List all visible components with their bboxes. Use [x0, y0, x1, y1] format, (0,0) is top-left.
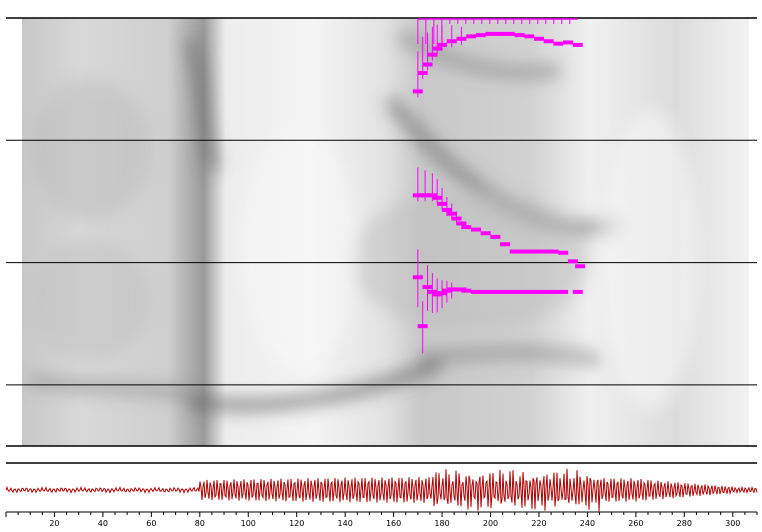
- track-point: [427, 52, 438, 57]
- track-point: [480, 289, 491, 294]
- track-point: [538, 289, 549, 294]
- track-point: [461, 225, 472, 230]
- track-point: [417, 71, 428, 76]
- waveform-trace: [5, 468, 758, 512]
- track-point: [470, 289, 481, 294]
- track-point: [446, 39, 457, 44]
- track-point: [495, 31, 506, 36]
- axis-tick-label: 60: [146, 519, 156, 528]
- track-point: [514, 33, 525, 38]
- track-point: [490, 234, 501, 239]
- formant-track-3: [412, 249, 583, 354]
- track-point: [437, 291, 448, 296]
- spectrogram-shading: [28, 29, 700, 413]
- axis-tick-label: 200: [483, 519, 498, 528]
- axis-tick-label: 160: [386, 519, 401, 528]
- track-point: [412, 89, 423, 94]
- axis-tick-label: 40: [98, 519, 108, 528]
- track-point: [548, 249, 559, 254]
- track-point: [427, 289, 438, 294]
- axis-tick-label: 260: [628, 519, 643, 528]
- track-point: [432, 46, 443, 51]
- track-point: [461, 288, 472, 293]
- track-point: [417, 324, 428, 329]
- track-point: [412, 193, 423, 198]
- track-point: [500, 242, 511, 247]
- track-point: [553, 41, 564, 46]
- track-point: [509, 249, 520, 254]
- track-point: [558, 250, 569, 255]
- track-top-comb: [417, 18, 578, 44]
- track-point: [466, 34, 477, 39]
- track-point: [437, 42, 448, 47]
- track-point: [441, 207, 452, 212]
- axis-tick-label: 80: [195, 519, 205, 528]
- axis-tick-label: 240: [580, 519, 595, 528]
- track-point: [524, 34, 535, 39]
- track-point: [420, 193, 431, 198]
- axis-tick-label: 220: [531, 519, 546, 528]
- track-point: [456, 36, 467, 41]
- track-point: [563, 40, 574, 45]
- axis-tick-label: 20: [49, 519, 59, 528]
- formant-track-1: [412, 24, 583, 98]
- track-point: [509, 289, 520, 294]
- track-point: [575, 264, 586, 269]
- time-axis: 20 40 60 80 100 120 140 160 180 200 220 240 260 280 30…: [5, 511, 758, 528]
- track-point: [519, 289, 530, 294]
- track-point: [558, 289, 569, 294]
- track-point: [538, 249, 549, 254]
- track-point: [422, 62, 433, 67]
- track-point: [456, 221, 467, 226]
- track-point: [485, 31, 496, 36]
- track-point: [504, 31, 515, 36]
- spectrogram-panel: [22, 18, 749, 446]
- track-point: [529, 249, 540, 254]
- track-point: [490, 289, 501, 294]
- track-point: [451, 216, 462, 221]
- axis-tick-label: 280: [677, 519, 692, 528]
- track-point: [427, 193, 438, 198]
- track-point: [446, 211, 457, 216]
- track-point: [543, 39, 554, 44]
- band-dividers: [6, 139, 757, 386]
- formant-tracks: [412, 18, 586, 354]
- track-point: [480, 231, 491, 236]
- track-point: [529, 289, 540, 294]
- track-point: [500, 289, 511, 294]
- track-point: [475, 33, 486, 38]
- axis-tick-label: 100: [241, 519, 256, 528]
- track-point: [470, 227, 481, 232]
- track-point: [567, 259, 578, 264]
- track-point: [519, 249, 530, 254]
- track-point: [412, 275, 423, 280]
- track-point: [572, 289, 583, 294]
- track-point: [437, 201, 448, 206]
- track-point: [432, 195, 443, 200]
- track-point: [572, 42, 583, 47]
- axis-tick-label: 140: [338, 519, 353, 528]
- track-point: [422, 285, 433, 290]
- axis-tick-label: 180: [434, 519, 449, 528]
- formant-track-2: [412, 167, 586, 269]
- axis-tick-label: 300: [725, 519, 740, 528]
- track-point: [548, 289, 559, 294]
- axis-tick-label: 120: [289, 519, 304, 528]
- track-point: [533, 36, 544, 41]
